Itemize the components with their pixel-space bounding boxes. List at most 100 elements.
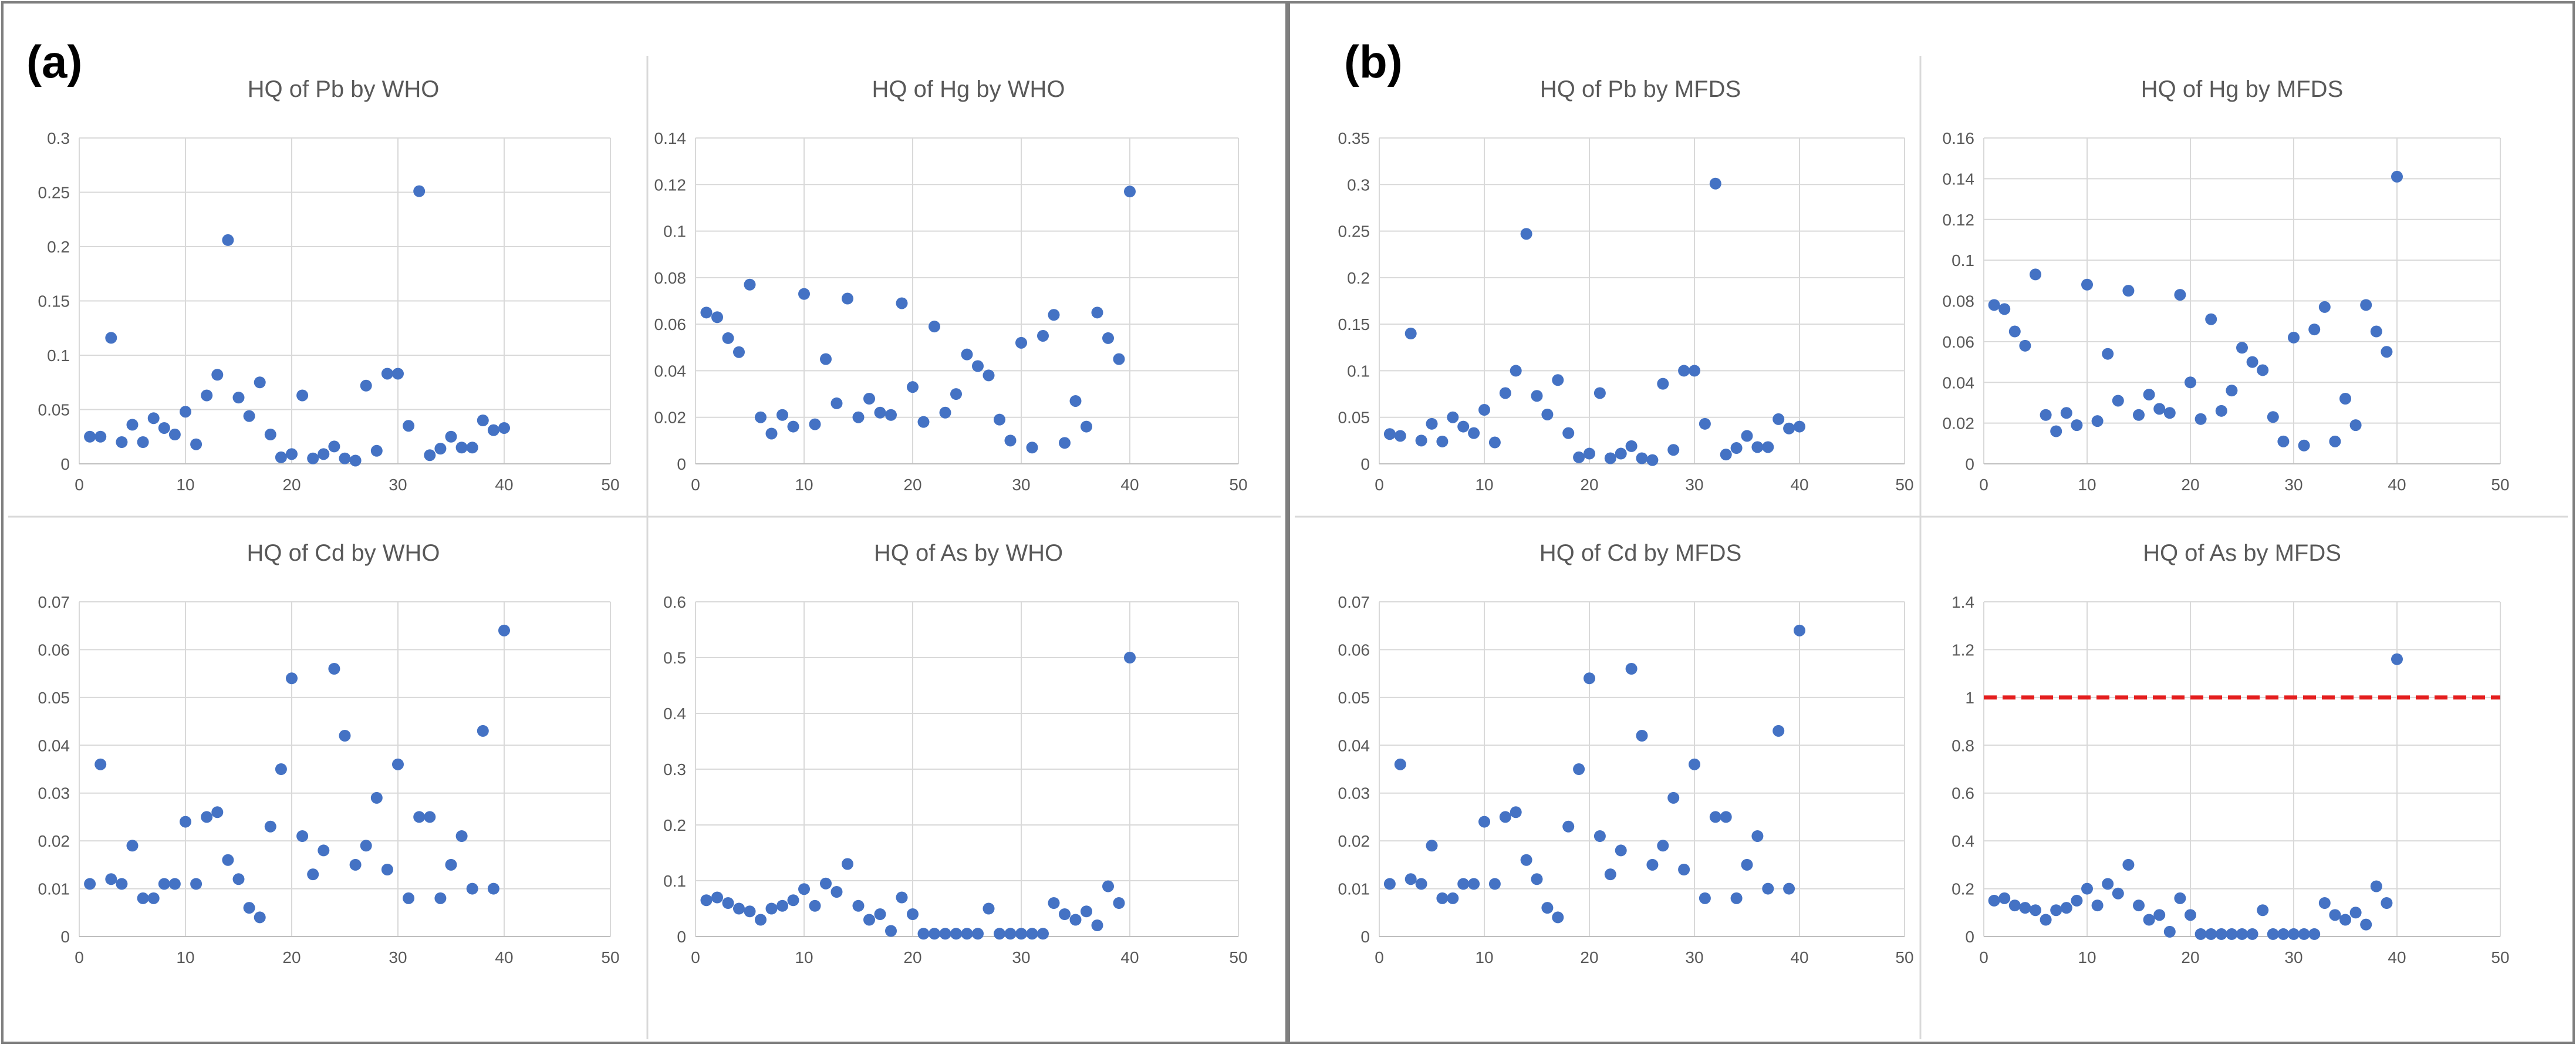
data-point (907, 908, 919, 920)
data-point (2040, 409, 2052, 421)
data-point (787, 894, 799, 907)
data-point (765, 427, 778, 440)
x-tick-label: 20 (282, 476, 301, 494)
x-tick-label: 50 (1895, 948, 1913, 966)
y-tick-label: 0.2 (663, 816, 686, 834)
y-tick-label: 0.1 (1347, 362, 1370, 380)
x-tick-label: 20 (1580, 476, 1598, 494)
data-point (1762, 441, 1774, 453)
data-point (1741, 858, 1753, 871)
data-point (1069, 914, 1082, 926)
data-point (2329, 435, 2341, 447)
data-point (232, 392, 245, 404)
data-point (939, 406, 951, 419)
data-point (1794, 420, 1805, 433)
x-tick-label: 50 (1229, 476, 1247, 494)
x-tick-label: 0 (75, 948, 84, 966)
y-tick-label: 0.12 (1943, 211, 1975, 229)
y-tick-label: 0.16 (1943, 129, 1975, 147)
y-tick-label: 0.05 (1338, 409, 1370, 427)
data-point (487, 882, 499, 895)
x-tick-label: 0 (75, 476, 84, 494)
data-point (190, 878, 202, 890)
data-point (2050, 904, 2062, 917)
data-point (339, 730, 351, 742)
y-tick-label: 0.1 (47, 346, 70, 365)
data-point (2339, 914, 2351, 926)
y-tick-label: 0.15 (1338, 315, 1370, 334)
data-point (2360, 918, 2372, 931)
data-point (211, 369, 224, 381)
x-tick-label: 50 (1895, 476, 1913, 494)
data-point (403, 892, 415, 904)
data-point (2215, 928, 2227, 940)
data-point (392, 368, 404, 380)
data-point (455, 830, 468, 842)
data-point (2370, 880, 2382, 892)
data-point (243, 902, 255, 914)
data-point (1604, 452, 1616, 464)
data-point (243, 410, 255, 422)
data-point (2288, 331, 2300, 343)
data-point (2267, 411, 2279, 423)
y-tick-label: 1.4 (1952, 593, 1974, 611)
data-point (94, 758, 107, 770)
data-point (413, 185, 426, 197)
data-point (190, 438, 202, 450)
data-point (1646, 858, 1659, 871)
panel-label-a: (a) (26, 36, 82, 87)
data-point (1383, 428, 1396, 440)
data-point (1004, 434, 1017, 447)
data-point (1436, 435, 1449, 447)
chart-6: HQ of Hg by MFDS 0 0.02 0.04 0.06 0.08 0.1 0.12… (1943, 76, 2510, 494)
data-point (2298, 928, 2310, 940)
data-point (1102, 880, 1114, 892)
data-point (1689, 365, 1700, 377)
y-tick-label: 0.3 (1347, 176, 1370, 194)
data-point (820, 877, 832, 890)
x-tick-label: 0 (1375, 476, 1384, 494)
chart-title: HQ of Hg by MFDS (2141, 76, 2344, 102)
x-tick-label: 40 (1790, 476, 1808, 494)
data-point (2050, 425, 2062, 437)
data-point (381, 864, 393, 875)
data-point (360, 379, 372, 392)
data-point (2288, 928, 2300, 940)
data-point (158, 878, 170, 890)
data-point (1636, 452, 1648, 464)
data-point (950, 388, 962, 400)
y-tick-label: 0.06 (654, 315, 687, 334)
data-point (2030, 268, 2041, 281)
x-tick-label: 10 (1475, 476, 1493, 494)
data-point (2122, 285, 2135, 297)
data-point (2246, 928, 2258, 940)
x-tick-label: 50 (2491, 476, 2509, 494)
y-tick-label: 0.05 (38, 401, 70, 419)
data-point (2236, 928, 2248, 940)
data-point (2267, 928, 2279, 940)
chart-2: HQ of Hg by WHO 0 0.02 0.04 0.06 0.08 0.1 0.12 0… (654, 76, 1248, 494)
data-point (809, 900, 821, 912)
data-point (2133, 409, 2145, 421)
data-point (972, 928, 984, 940)
data-point (994, 413, 1005, 426)
y-tick-label: 0.07 (38, 593, 70, 611)
chart-3: HQ of Cd by WHO 0 0.01 0.02 0.03 0.04 0.05 0.06… (38, 540, 620, 966)
data-point (2174, 892, 2186, 904)
chart-8: HQ of As by MFDS 0 0.2 0.4 0.6 0.8 1 1.2 1.4 0 10 2… (1952, 540, 2510, 966)
data-point (2339, 393, 2351, 405)
data-point (1783, 882, 1795, 895)
data-point (2143, 914, 2155, 926)
data-point (1741, 430, 1753, 442)
data-point (2329, 909, 2341, 921)
data-point (137, 892, 149, 904)
data-point (2318, 897, 2331, 909)
data-point (1059, 437, 1071, 449)
y-tick-label: 0.6 (663, 593, 686, 611)
data-point (842, 858, 853, 870)
data-point (711, 311, 723, 324)
data-point (2205, 313, 2217, 325)
data-point (874, 406, 886, 419)
x-tick-label: 20 (2181, 476, 2199, 494)
